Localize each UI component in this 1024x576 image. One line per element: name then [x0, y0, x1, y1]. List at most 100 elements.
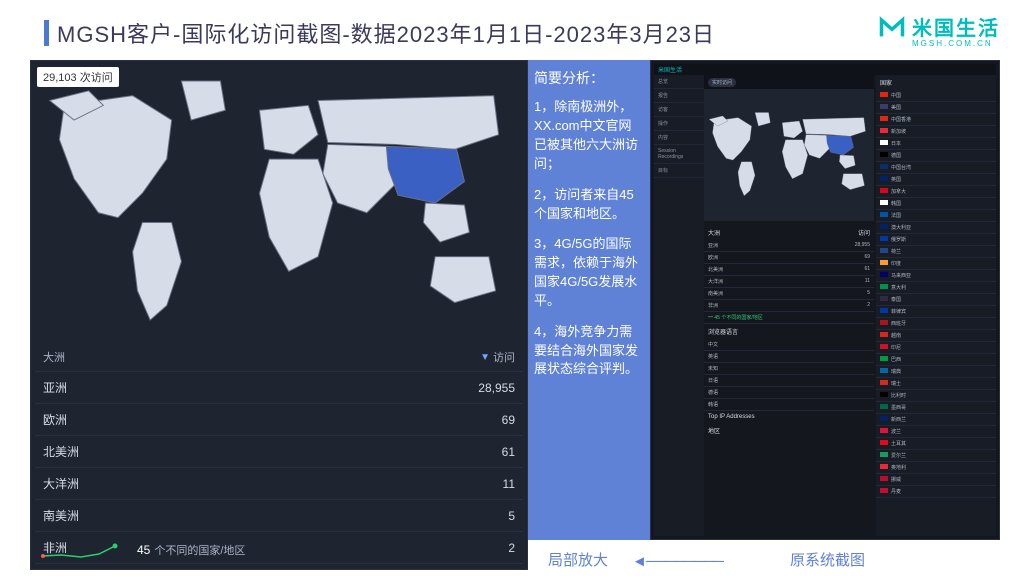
sidebar-item[interactable]: 内容 — [654, 131, 704, 145]
country-row[interactable]: 中国台湾 — [876, 162, 996, 174]
table-row[interactable]: 亚洲28,955 — [704, 240, 874, 252]
country-row[interactable]: 土耳其 — [876, 438, 996, 450]
table-row[interactable]: 欧洲 69 — [35, 404, 523, 436]
world-map-svg — [35, 65, 523, 341]
country-row[interactable]: 日本 — [876, 138, 996, 150]
caption-original: 原系统截图 — [790, 549, 865, 570]
brand-logo: 米国生活 MGSH.COM.CN — [878, 12, 1000, 48]
analysis-heading: 简要分析： — [534, 68, 644, 88]
country-row[interactable]: 西班牙 — [876, 318, 996, 330]
arrow-icon: ◄──────── — [632, 553, 723, 570]
country-row[interactable]: 巴西 — [876, 354, 996, 366]
country-row[interactable]: 比利时 — [876, 390, 996, 402]
realtime-toggle[interactable]: 实时访问 — [708, 78, 736, 87]
country-row[interactable]: 荷兰 — [876, 246, 996, 258]
country-row[interactable]: 美国 — [876, 102, 996, 114]
row-value: 11 — [503, 477, 515, 491]
dashboard-footer: 45 个不同的国家/地区 — [35, 537, 523, 563]
row-label: 南美洲 — [43, 507, 79, 524]
country-row[interactable]: 马来西亚 — [876, 270, 996, 282]
country-row[interactable]: 俄罗斯 — [876, 234, 996, 246]
col-header-continent: 大洲 — [43, 349, 65, 365]
sidebar-item[interactable]: 目标 — [654, 164, 704, 178]
country-row[interactable]: 墨西哥 — [876, 402, 996, 414]
country-row[interactable]: 英国 — [876, 174, 996, 186]
sidebar-item[interactable]: 访客 — [654, 103, 704, 117]
country-row[interactable]: 瑞典 — [876, 366, 996, 378]
sidebar-item[interactable]: Session Recordings — [654, 145, 704, 164]
country-row[interactable]: 挪威 — [876, 474, 996, 486]
country-row[interactable]: 波兰 — [876, 426, 996, 438]
thumb-logo: 米国生活 — [658, 65, 682, 74]
country-row[interactable]: 新西兰 — [876, 414, 996, 426]
table-row[interactable]: 非洲2 — [704, 300, 874, 312]
table-row[interactable]: 英语 — [704, 351, 874, 363]
countries-label: 个不同的国家/地区 — [154, 542, 245, 558]
country-row[interactable]: 加拿大 — [876, 186, 996, 198]
sparkline-icon — [41, 540, 131, 560]
col-header-visits: 访问 — [493, 349, 515, 365]
logo-text-cn: 米国生活 — [912, 12, 1000, 41]
section-header: 大洲访问 — [704, 225, 874, 240]
visits-badge: 29,103 次访问 — [37, 67, 119, 87]
section-header: 地区 — [704, 423, 874, 438]
table-row[interactable]: 日语 — [704, 375, 874, 387]
country-row[interactable]: 中国 — [876, 90, 996, 102]
dashboard-zoomed: 29,103 次访问 大洲 ▼ 访问 亚洲 28,955 欧洲 69 北美洲61 大洋洲 1… — [30, 60, 528, 570]
section-header: Top IP Addresses — [704, 411, 874, 423]
table-row[interactable]: 未知 — [704, 363, 874, 375]
table-row[interactable]: 南美洲5 — [704, 288, 874, 300]
country-row[interactable]: 奥地利 — [876, 462, 996, 474]
countries-count: 45 — [137, 543, 150, 557]
country-row[interactable]: 澳大利亚 — [876, 222, 996, 234]
row-label: 欧洲 — [43, 411, 67, 428]
table-row[interactable]: 欧洲69 — [704, 252, 874, 264]
section-header: 浏览器语言 — [704, 324, 874, 339]
table-row[interactable]: 大洋洲11 — [704, 276, 874, 288]
country-row[interactable]: 印尼 — [876, 342, 996, 354]
row-label: 大洋洲 — [43, 475, 79, 492]
countries-mini-footer: ━ 45 个不同的国家/地区 — [704, 312, 874, 324]
table-row[interactable]: 亚洲 28,955 — [35, 372, 523, 404]
row-value: 69 — [502, 413, 515, 427]
analysis-point: 1，除南极洲外，XX.com中文官网已被其他六大洲访问； — [534, 98, 644, 173]
thumb-toolbar: 实时访问 — [704, 75, 874, 89]
country-row[interactable]: 中国香港 — [876, 114, 996, 126]
country-row[interactable]: 韩国 — [876, 198, 996, 210]
country-row[interactable]: 泰国 — [876, 294, 996, 306]
row-value: 61 — [502, 445, 515, 459]
sidebar-item[interactable]: 报告 — [654, 89, 704, 103]
country-row[interactable]: 新加坡 — [876, 126, 996, 138]
table-row[interactable]: 南美洲 5 — [35, 500, 523, 532]
row-value: 5 — [508, 509, 515, 523]
country-row[interactable]: 瑞士 — [876, 378, 996, 390]
country-row[interactable]: 爱尔兰 — [876, 450, 996, 462]
thumb-sidebar: 总览报告访客操作内容Session Recordings目标 — [654, 75, 704, 536]
table-row[interactable]: 德语 — [704, 387, 874, 399]
country-row[interactable]: 德国 — [876, 150, 996, 162]
row-value: 28,955 — [478, 381, 515, 395]
sidebar-item[interactable]: 操作 — [654, 117, 704, 131]
logo-mark-icon — [878, 13, 906, 41]
slide-title-row: MGSH客户-国际化访问截图-数据2023年1月1日-2023年3月23日 — [44, 18, 1004, 48]
country-row[interactable]: 丹麦 — [876, 486, 996, 498]
country-row[interactable]: 越南 — [876, 330, 996, 342]
filter-icon[interactable]: ▼ — [480, 352, 490, 363]
country-row[interactable]: 印度 — [876, 258, 996, 270]
title-accent-bar — [44, 20, 49, 46]
table-row[interactable]: 北美洲61 — [35, 436, 523, 468]
sidebar-item[interactable]: 总览 — [654, 75, 704, 89]
thumb-topbar: 米国生活 — [654, 64, 996, 75]
table-row[interactable]: 北美洲61 — [704, 264, 874, 276]
world-map[interactable] — [35, 65, 523, 341]
row-label: 亚洲 — [43, 379, 67, 396]
table-row[interactable]: 韩语 — [704, 399, 874, 411]
analysis-panel: 简要分析： 1，除南极洲外，XX.com中文官网已被其他六大洲访问；2，访问者来… — [528, 60, 650, 540]
country-row[interactable]: 菲律宾 — [876, 306, 996, 318]
table-row[interactable]: 中文 — [704, 339, 874, 351]
country-row[interactable]: 法国 — [876, 210, 996, 222]
logo-text-en: MGSH.COM.CN — [912, 39, 993, 48]
country-row[interactable]: 意大利 — [876, 282, 996, 294]
thumb-countries-panel: 国家中国美国中国香港新加坡日本德国中国台湾英国加拿大韩国法国澳大利亚俄罗斯荷兰印… — [876, 75, 996, 536]
table-row[interactable]: 大洋洲 11 — [35, 468, 523, 500]
